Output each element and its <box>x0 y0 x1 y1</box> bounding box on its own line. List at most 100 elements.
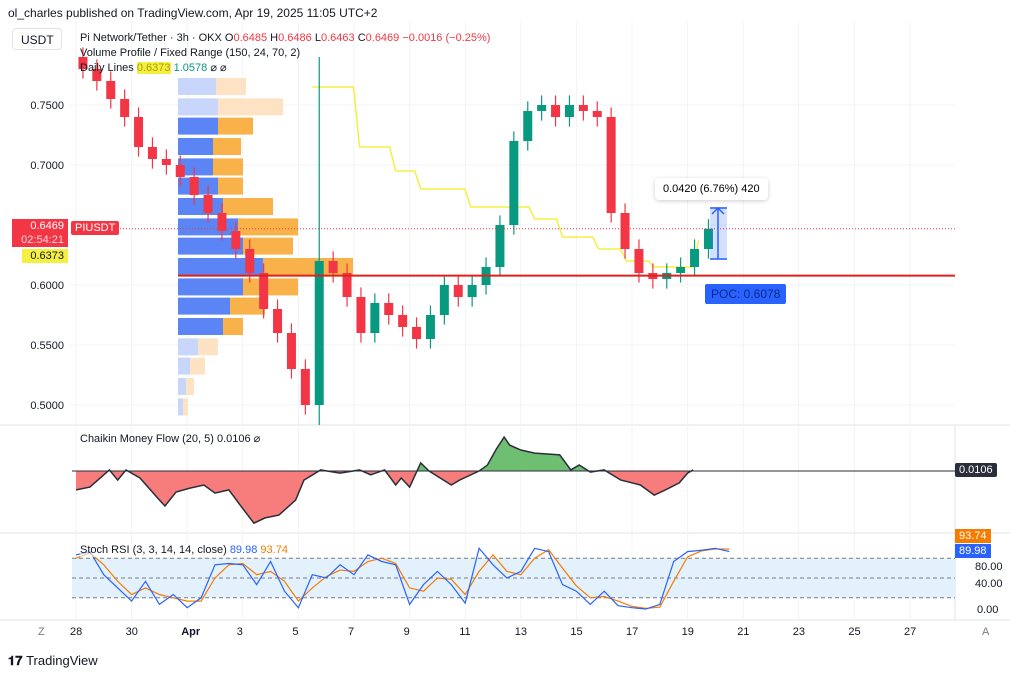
cmf-legend[interactable]: Chaikin Money Flow (20, 5) 0.0106 ⌀ <box>80 432 260 446</box>
high-value: 0.6486 <box>278 32 312 44</box>
volume-profile-up-bar <box>178 297 230 315</box>
volume-profile-up-bar <box>178 378 186 395</box>
candle-body <box>134 117 144 147</box>
candle-body <box>286 333 296 369</box>
volume-profile-down-bar <box>216 78 246 95</box>
volume-profile-down-bar <box>190 357 205 375</box>
candle-body <box>384 303 394 315</box>
volume-profile-up-bar <box>178 78 216 95</box>
high-label: H <box>270 32 279 44</box>
bar-countdown: 02:54:21 <box>21 234 64 246</box>
candle-body <box>342 273 352 297</box>
volume-profile-up-bar <box>178 198 223 215</box>
time-axis-label: 17 <box>626 626 639 638</box>
price-axis-label: 0.7000 <box>30 160 64 172</box>
legend-main[interactable]: Pi Network/Tether · 3h · OKX O0.6485 H0.… <box>80 31 490 45</box>
daily-lines-label: Daily Lines <box>80 62 134 74</box>
candle-body <box>592 111 602 117</box>
close-value: 0.6469 <box>365 32 400 44</box>
auto-scale-a-button[interactable]: A <box>982 626 990 638</box>
candle-body <box>147 147 157 159</box>
candle-body <box>578 105 588 111</box>
poc-label: POC: 0.6078 <box>705 284 787 304</box>
hidden-values-icon: ⌀ ⌀ <box>210 62 227 74</box>
volume-profile-up-bar <box>178 318 223 335</box>
volume-profile-down-bar <box>213 158 243 176</box>
volume-profile-down-bar <box>243 237 293 255</box>
time-axis-label: Apr <box>181 626 201 638</box>
price-axis-label: 0.5000 <box>30 400 64 412</box>
time-axis-label: 7 <box>348 626 355 638</box>
stoch-title: Stoch RSI (3, 3, 14, 14, close) <box>80 544 227 556</box>
time-axis-label: 9 <box>403 626 410 638</box>
candle-body <box>120 99 130 117</box>
stoch-k-line <box>75 547 730 610</box>
candle-body <box>453 285 463 297</box>
candle-body <box>564 105 574 117</box>
candle-body <box>78 57 88 69</box>
daily-line <box>312 86 700 268</box>
cmf-negative-area <box>76 471 694 524</box>
candle-body <box>92 69 102 81</box>
volume-profile-down-bar <box>186 378 194 395</box>
stoch-k-value: 89.98 <box>229 544 258 556</box>
candle-body <box>690 249 700 267</box>
candle-body <box>273 309 283 333</box>
volume-profile-down-bar <box>243 278 298 296</box>
candle-body <box>495 225 505 267</box>
price-axis-label: 0.7500 <box>30 100 64 112</box>
candle-body <box>537 105 547 111</box>
volume-profile-up-bar <box>178 117 218 135</box>
candle-body <box>439 285 449 315</box>
hidden-icon: ⌀ <box>253 433 261 445</box>
legend-daily-lines[interactable]: Daily Lines 0.6373 1.0578 ⌀ ⌀ <box>80 61 227 75</box>
candle-body <box>634 249 644 273</box>
currency-button[interactable]: USDT <box>12 28 62 50</box>
volume-profile-up-bar <box>178 138 213 155</box>
cmf-axis-label: 0.0106 <box>955 463 997 477</box>
candle-body <box>259 273 269 309</box>
stoch-legend[interactable]: Stoch RSI (3, 3, 14, 14, close) 89.98 93… <box>80 543 288 557</box>
volume-profile-down-bar <box>223 198 273 215</box>
brand-name: TradingView <box>26 653 98 668</box>
stoch-d-line <box>75 548 730 609</box>
volume-profile-down-bar <box>230 297 265 315</box>
volume-profile-down-bar <box>223 318 243 335</box>
candle-body <box>676 267 686 273</box>
candle-body <box>412 327 422 339</box>
time-axis-label: 21 <box>737 626 750 638</box>
stoch-d-value: 93.74 <box>260 544 288 556</box>
time-axis-label: 28 <box>70 626 83 638</box>
candle-body <box>425 315 435 339</box>
tradingview-logo[interactable]: 𝟏𝟕 TradingView <box>8 654 98 668</box>
tv-logo-icon: 𝟏𝟕 <box>8 653 23 668</box>
stoch-axis-40: 40.00 <box>975 578 1003 590</box>
volume-profile-up-bar <box>178 398 183 416</box>
volume-profile-up-bar <box>178 98 218 116</box>
volume-profile-down-bar <box>183 398 188 416</box>
candle-body <box>370 303 380 333</box>
stoch-axis-80: 80.00 <box>975 561 1003 573</box>
legend-symbol: Pi Network/Tether · 3h · OKX <box>80 32 222 44</box>
volume-profile-down-bar <box>198 338 218 356</box>
time-axis-label: 5 <box>292 626 299 638</box>
candle-body <box>606 117 616 213</box>
candle-body <box>551 105 561 117</box>
volume-profile-down-bar <box>218 98 283 116</box>
time-axis-label: 27 <box>904 626 917 638</box>
time-axis-label: 30 <box>125 626 138 638</box>
publisher-line: ol_charles published on TradingView.com,… <box>8 6 378 20</box>
volume-profile-up-bar <box>178 258 263 275</box>
candle-body <box>328 261 338 273</box>
candle-body <box>161 159 171 165</box>
auto-scale-z-button[interactable]: Z <box>38 626 45 638</box>
price-axis-label: 0.5500 <box>30 340 64 352</box>
volume-profile-down-bar <box>238 218 298 236</box>
stoch-k-axis-label: 89.98 <box>955 544 991 558</box>
legend-volume-profile[interactable]: Volume Profile / Fixed Range (150, 24, 7… <box>80 47 301 59</box>
low-value: 0.6463 <box>320 32 355 44</box>
candle-body <box>231 231 241 249</box>
cmf-positive-area <box>76 437 694 471</box>
daily-lines-value-1: 0.6373 <box>136 62 171 74</box>
